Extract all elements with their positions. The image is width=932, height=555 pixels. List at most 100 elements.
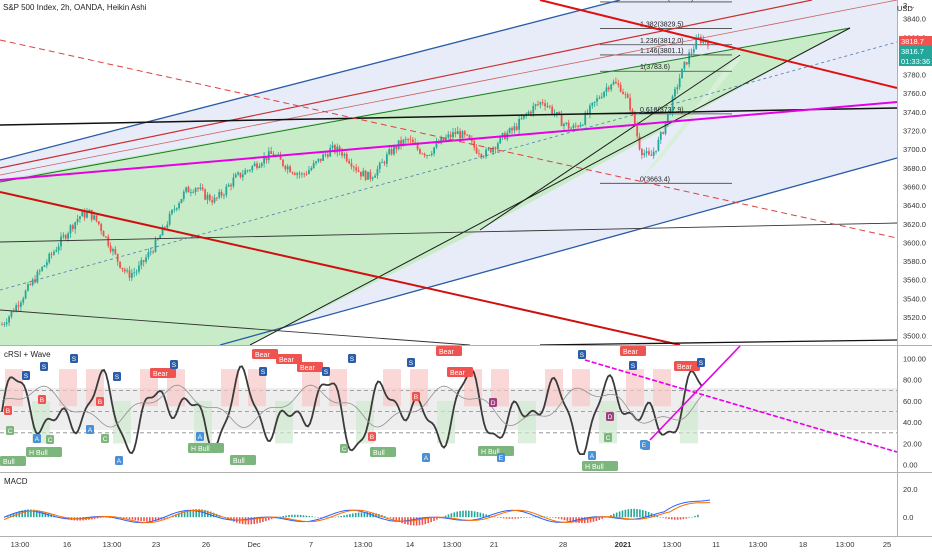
time-tick-label: 18 xyxy=(799,540,807,549)
candle-body xyxy=(62,235,65,237)
candle-body xyxy=(8,316,10,323)
candle-body xyxy=(688,52,691,65)
candle-body xyxy=(164,226,166,228)
signal-badge-label: Bear xyxy=(439,349,454,356)
macd-histogram-bar xyxy=(450,513,453,518)
candle-body xyxy=(629,97,631,110)
candle-body xyxy=(381,161,384,163)
macd-histogram-bar xyxy=(647,511,650,518)
candle-body xyxy=(178,203,180,209)
csri-zone xyxy=(680,400,698,444)
signal-letter-label: C xyxy=(606,435,611,442)
candle-body xyxy=(107,236,110,246)
macd-histogram-bar xyxy=(137,517,139,521)
candle-body xyxy=(145,257,147,262)
macd-histogram-bar xyxy=(105,517,108,518)
candle-body xyxy=(324,154,327,156)
time-tick-label: Dec xyxy=(247,540,261,549)
candle-body xyxy=(350,163,353,167)
signal-letter-label: D xyxy=(608,414,613,421)
fib-level-label: 1.236(3812.0) xyxy=(640,38,684,45)
candle-body xyxy=(664,122,667,134)
candle-body xyxy=(81,211,84,217)
macd-histogram-bar xyxy=(146,517,148,522)
macd-histogram-bar xyxy=(35,509,38,518)
candle-body xyxy=(17,305,20,307)
macd-histogram-bar xyxy=(682,517,685,520)
candle-body xyxy=(468,135,471,140)
candle-body xyxy=(300,173,303,175)
macd-histogram-bar xyxy=(656,515,659,518)
macd-axis[interactable]: 20.0 0.0 xyxy=(903,485,918,522)
signal-letter-badge xyxy=(697,358,705,367)
candle-body xyxy=(426,155,428,156)
csri-zone xyxy=(437,400,455,444)
candle-body xyxy=(232,177,235,187)
candle-body xyxy=(312,163,315,168)
macd-histogram-bar xyxy=(288,515,290,518)
signal-badge xyxy=(674,361,700,371)
candle-body xyxy=(76,219,79,223)
candle-body xyxy=(626,94,629,98)
time-tick-label: 7 xyxy=(309,540,313,549)
candle-body xyxy=(24,290,27,299)
candle-body xyxy=(598,97,601,99)
candle-body xyxy=(223,195,225,196)
macd-histogram-bar xyxy=(610,515,612,518)
csri-zone xyxy=(221,369,239,407)
macd-histogram-bar xyxy=(453,512,456,518)
candle-body xyxy=(270,151,273,154)
candle-body xyxy=(187,187,190,193)
candle-body xyxy=(263,156,265,164)
macd-histogram-bar xyxy=(592,517,595,522)
macd-histogram-bar xyxy=(412,517,415,526)
signal-letter-badge xyxy=(196,432,204,441)
time-tick-label: 25 xyxy=(883,540,891,549)
macd-histogram-bar xyxy=(540,516,543,518)
macd-pane[interactable] xyxy=(0,473,897,536)
candle-body xyxy=(104,236,107,238)
csri-axis[interactable]: 100.00 80.00 60.00 40.00 20.00 0.00 xyxy=(903,354,926,469)
candle-body xyxy=(152,251,155,253)
signal-badge-label: Bull xyxy=(233,458,245,465)
time-tick-label: 13:00 xyxy=(103,540,122,549)
candle-body xyxy=(197,188,199,190)
candle-body xyxy=(296,173,299,175)
time-axis[interactable]: 13:00 16 13:00 23 26 Dec 7 13:00 14 13:00 21 28 2021… xyxy=(11,540,892,549)
signal-badge-label: H Bull xyxy=(191,446,210,453)
signal-letter-badge xyxy=(588,451,596,460)
fib-levels: 1.618(3857.9) 1.382(3829.5) 1.236(3812.0) 1… xyxy=(600,0,732,184)
candle-body xyxy=(577,125,580,127)
macd-histogram-bar xyxy=(299,514,302,518)
macd-histogram-bar xyxy=(212,512,215,518)
candle-body xyxy=(650,154,653,156)
macd-histogram-bar xyxy=(180,512,183,518)
macd-histogram-bar xyxy=(560,517,563,520)
candle-body xyxy=(589,105,591,114)
macd-histogram-bar xyxy=(183,511,186,518)
signal-badge xyxy=(436,346,462,356)
candle-body xyxy=(508,128,511,133)
candle-body xyxy=(638,136,641,150)
price-tick-label: 3520.0 xyxy=(903,313,926,322)
candle-body xyxy=(218,191,221,198)
csri-zone xyxy=(167,369,185,407)
macd-histogram-bar xyxy=(624,509,627,518)
signal-letter-badge xyxy=(407,358,415,367)
macd-histogram-bar xyxy=(363,512,366,518)
macd-histogram-bar xyxy=(178,513,180,518)
candle-body xyxy=(239,172,242,178)
signal-letter-label: B xyxy=(370,434,374,441)
signal-letter-badge xyxy=(38,395,46,404)
wedge-upper-line xyxy=(0,27,851,183)
candle-body xyxy=(67,233,70,239)
candle-body xyxy=(702,39,705,43)
candle-body xyxy=(678,78,681,88)
macd-histogram-bar xyxy=(555,517,557,519)
candle-body xyxy=(204,189,206,200)
csri-zone xyxy=(302,369,320,407)
candle-body xyxy=(227,184,230,187)
macd-histogram-bar xyxy=(497,517,499,518)
candle-body xyxy=(537,104,539,106)
